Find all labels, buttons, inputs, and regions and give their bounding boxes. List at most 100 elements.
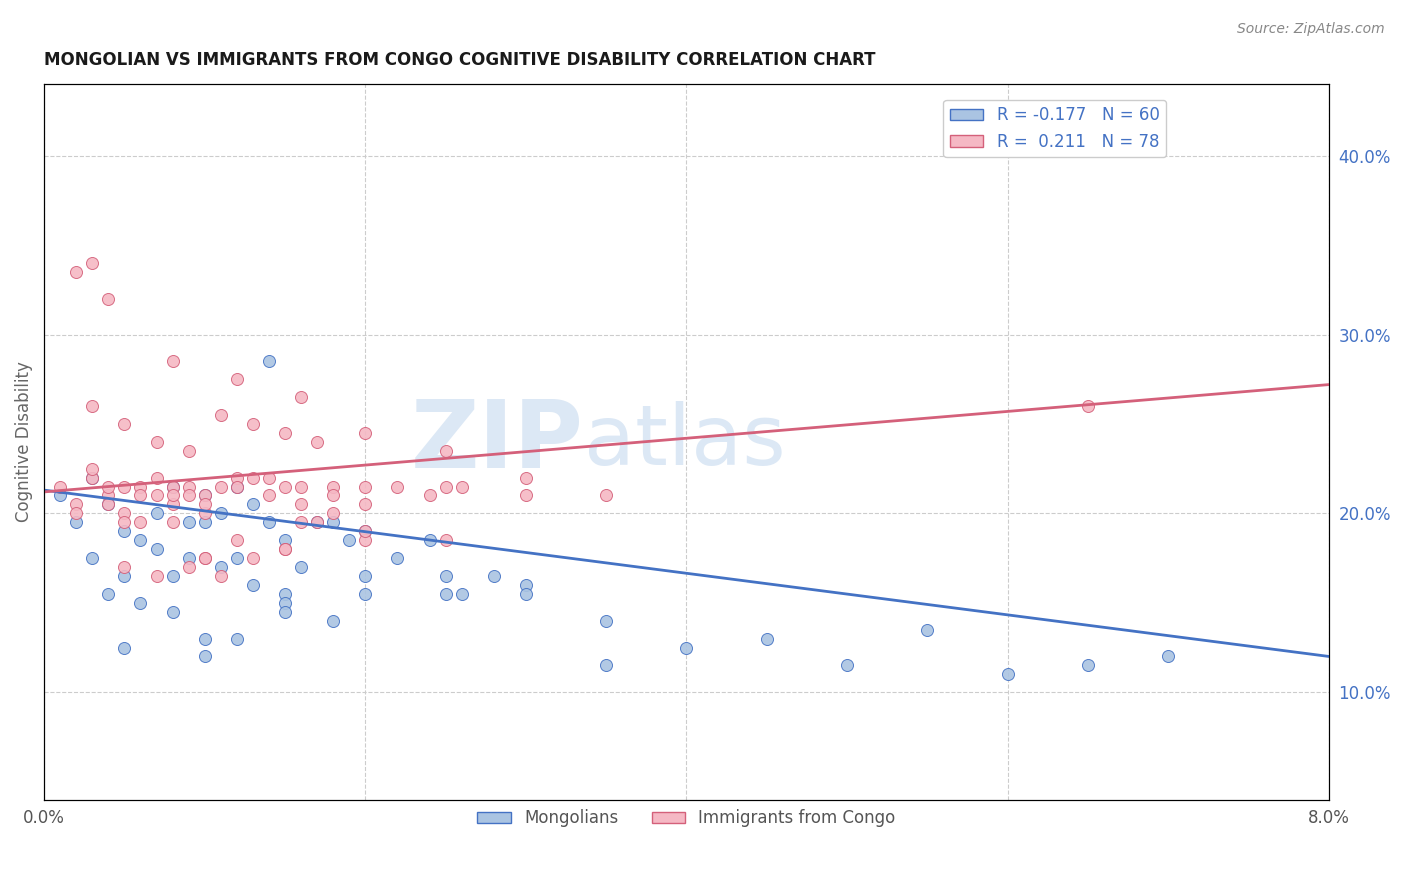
Point	[162, 605, 184, 619]
Point	[49, 479, 72, 493]
Point	[225, 479, 247, 493]
Point	[307, 434, 329, 449]
Point	[354, 524, 377, 539]
Point	[482, 569, 505, 583]
Point	[65, 265, 87, 279]
Point	[997, 667, 1019, 681]
Point	[242, 470, 264, 484]
Point	[145, 569, 167, 583]
Point	[162, 479, 184, 493]
Point	[112, 507, 135, 521]
Point	[194, 632, 217, 646]
Point	[112, 569, 135, 583]
Point	[387, 479, 409, 493]
Point	[145, 470, 167, 484]
Point	[1077, 658, 1099, 673]
Point	[82, 551, 104, 566]
Point	[515, 488, 537, 502]
Point	[65, 507, 87, 521]
Point	[65, 497, 87, 511]
Point	[162, 569, 184, 583]
Point	[450, 479, 472, 493]
Point	[274, 425, 297, 440]
Point	[97, 497, 120, 511]
Point	[129, 533, 152, 548]
Point	[917, 623, 939, 637]
Point	[82, 470, 104, 484]
Point	[145, 507, 167, 521]
Point	[177, 443, 200, 458]
Point	[274, 596, 297, 610]
Point	[515, 578, 537, 592]
Point	[274, 542, 297, 557]
Point	[274, 479, 297, 493]
Point	[242, 497, 264, 511]
Point	[290, 560, 312, 574]
Point	[162, 497, 184, 511]
Point	[290, 390, 312, 404]
Point	[322, 614, 344, 628]
Point	[307, 516, 329, 530]
Point	[354, 587, 377, 601]
Point	[274, 542, 297, 557]
Point	[145, 488, 167, 502]
Point	[225, 470, 247, 484]
Point	[129, 488, 152, 502]
Text: atlas: atlas	[583, 401, 786, 483]
Point	[595, 658, 617, 673]
Point	[194, 488, 217, 502]
Point	[82, 470, 104, 484]
Point	[162, 516, 184, 530]
Point	[129, 516, 152, 530]
Point	[82, 461, 104, 475]
Point	[274, 587, 297, 601]
Point	[225, 533, 247, 548]
Point	[242, 578, 264, 592]
Point	[307, 516, 329, 530]
Point	[82, 256, 104, 270]
Point	[194, 551, 217, 566]
Point	[209, 479, 232, 493]
Point	[145, 542, 167, 557]
Point	[194, 649, 217, 664]
Point	[450, 587, 472, 601]
Point	[354, 479, 377, 493]
Legend: Mongolians, Immigrants from Congo: Mongolians, Immigrants from Congo	[471, 803, 903, 834]
Point	[225, 372, 247, 386]
Point	[49, 488, 72, 502]
Point	[145, 434, 167, 449]
Point	[112, 417, 135, 431]
Point	[354, 569, 377, 583]
Point	[194, 497, 217, 511]
Point	[322, 507, 344, 521]
Point	[755, 632, 778, 646]
Point	[1157, 649, 1180, 664]
Point	[194, 507, 217, 521]
Point	[162, 488, 184, 502]
Point	[515, 470, 537, 484]
Text: MONGOLIAN VS IMMIGRANTS FROM CONGO COGNITIVE DISABILITY CORRELATION CHART: MONGOLIAN VS IMMIGRANTS FROM CONGO COGNI…	[44, 51, 876, 69]
Point	[97, 488, 120, 502]
Point	[322, 488, 344, 502]
Point	[257, 470, 280, 484]
Point	[242, 551, 264, 566]
Text: Source: ZipAtlas.com: Source: ZipAtlas.com	[1237, 22, 1385, 37]
Point	[177, 479, 200, 493]
Point	[595, 614, 617, 628]
Point	[595, 488, 617, 502]
Point	[97, 497, 120, 511]
Point	[177, 488, 200, 502]
Point	[129, 596, 152, 610]
Point	[242, 417, 264, 431]
Point	[65, 516, 87, 530]
Point	[209, 569, 232, 583]
Point	[418, 533, 440, 548]
Point	[322, 479, 344, 493]
Point	[418, 488, 440, 502]
Point	[354, 533, 377, 548]
Point	[274, 605, 297, 619]
Point	[354, 497, 377, 511]
Point	[162, 354, 184, 368]
Point	[434, 569, 457, 583]
Text: ZIP: ZIP	[411, 396, 583, 488]
